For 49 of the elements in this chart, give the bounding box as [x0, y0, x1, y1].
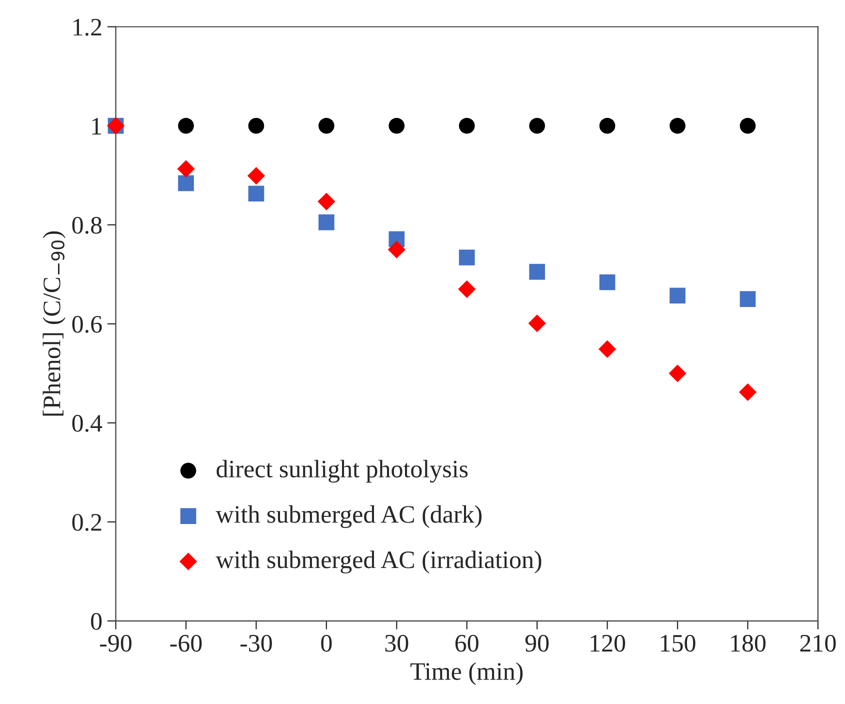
point: [318, 118, 334, 134]
point: [248, 186, 264, 202]
point: [599, 274, 616, 290]
y-tick-label: 0.6: [72, 316, 102, 333]
x-tick-label: -30: [240, 634, 272, 652]
point: [740, 291, 756, 307]
x-tick-label: 30: [385, 634, 408, 652]
point: [528, 314, 546, 332]
point: [458, 280, 476, 298]
point: [670, 118, 686, 134]
point: [670, 288, 686, 304]
x-tick-label: 180: [731, 634, 766, 652]
x-tick-label: 0: [321, 634, 332, 652]
y-axis-title: [Phenol] (C/C$_{−90}$): [42, 231, 66, 416]
x-axis-title: Time (min): [410, 662, 523, 686]
point: [529, 264, 545, 280]
point: [738, 383, 757, 401]
point: [458, 118, 475, 134]
y-tick-label: 1: [92, 118, 102, 134]
point: [178, 175, 194, 192]
y-tick-label: 0.2: [72, 514, 102, 531]
y-tick-label: 0.4: [72, 414, 102, 432]
legend-label: with submerged AC (irradiation): [216, 550, 542, 574]
y-tick-label: 0: [91, 612, 102, 630]
x-tick-label: 150: [660, 634, 696, 652]
x-tick-label: 210: [800, 634, 836, 652]
x-tick-label: -90: [100, 634, 132, 652]
legend-label: with submerged AC (dark): [216, 505, 482, 528]
x-tick-label: 120: [590, 634, 626, 652]
point: [177, 160, 195, 178]
point: [740, 118, 756, 134]
point: [599, 118, 616, 134]
legend-label: direct sunlight photolysis: [216, 460, 468, 483]
x-tick-label: -60: [170, 634, 202, 652]
point: [247, 167, 265, 185]
point: [388, 240, 406, 258]
x-tick-label: 60: [455, 634, 478, 652]
point: [668, 364, 686, 382]
point: [318, 192, 336, 210]
point: [598, 340, 616, 358]
point: [178, 118, 194, 134]
point: [529, 118, 545, 134]
y-tick-label: 0.8: [72, 216, 102, 234]
point: [318, 214, 334, 230]
point: [248, 118, 264, 134]
x-tick-label: 90: [525, 634, 549, 652]
point: [458, 250, 475, 266]
point: [388, 118, 405, 134]
y-tick-label: 1.2: [74, 18, 102, 36]
